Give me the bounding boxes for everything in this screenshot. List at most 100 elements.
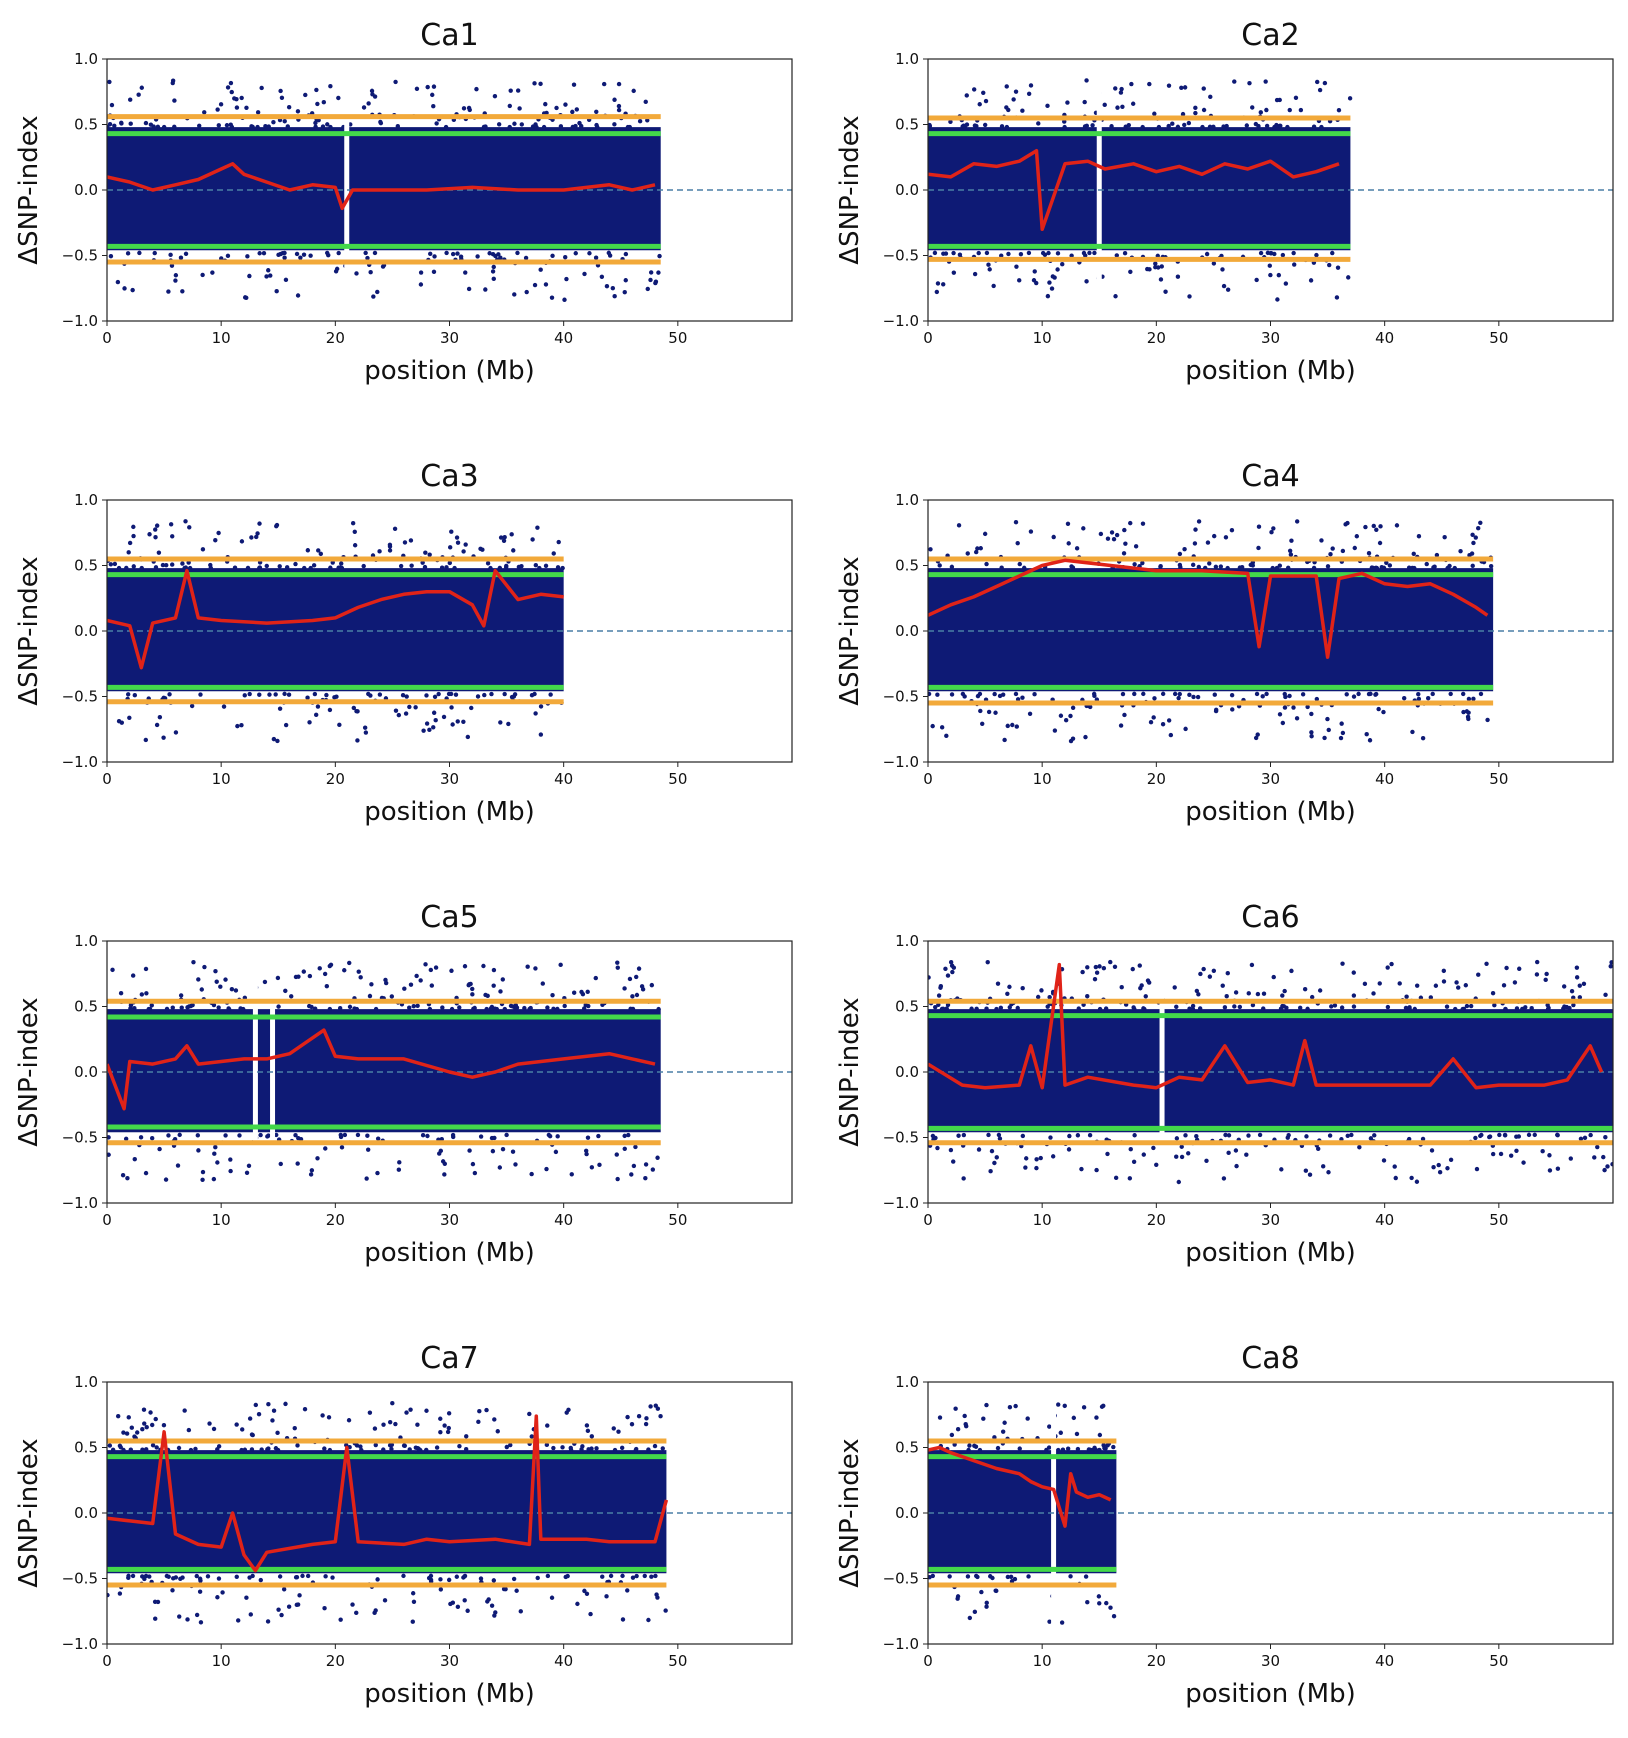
plot-area: [928, 59, 1613, 321]
snp-point: [1303, 1168, 1309, 1173]
snp-point: [1271, 526, 1276, 531]
snp-point: [443, 124, 449, 130]
snp-point: [173, 730, 179, 735]
snp-point: [153, 1416, 158, 1422]
snp-point: [346, 1418, 352, 1423]
snp-point: [450, 722, 455, 727]
snp-point: [1609, 960, 1613, 965]
snp-point: [1460, 1006, 1465, 1012]
snp-point: [560, 1445, 565, 1450]
y-tick-label: 1.0: [74, 1373, 98, 1391]
snp-point: [276, 1607, 281, 1612]
snp-point: [1004, 84, 1009, 89]
snp-point: [1094, 1415, 1099, 1420]
snp-point: [928, 691, 932, 697]
snp-point: [170, 534, 175, 539]
x-axis-label: position (Mb): [1185, 1238, 1355, 1268]
snp-point: [1156, 265, 1161, 270]
snp-point: [1127, 1176, 1133, 1181]
snp-point: [447, 545, 453, 550]
snp-point: [1610, 1162, 1613, 1167]
snp-point: [1101, 1403, 1106, 1409]
snp-point: [283, 988, 288, 994]
snp-point: [188, 1447, 194, 1453]
snp-point: [1179, 1154, 1185, 1160]
snp-point: [293, 1132, 298, 1138]
snp-point: [589, 1165, 595, 1170]
snp-point: [1070, 705, 1076, 710]
snp-point: [933, 1135, 938, 1141]
snp-point: [339, 1145, 345, 1150]
snp-point: [375, 1577, 380, 1582]
x-tick-label: 40: [554, 329, 573, 347]
snp-point: [571, 82, 577, 87]
snp-point: [317, 966, 322, 971]
snp-point: [1244, 123, 1250, 128]
snp-point: [610, 285, 616, 291]
snp-point: [266, 124, 271, 129]
snp-point: [1277, 712, 1283, 717]
snp-point: [266, 1446, 271, 1451]
snp-point: [1270, 565, 1275, 571]
snp-point: [1008, 1574, 1014, 1579]
snp-point: [257, 251, 262, 256]
snp-point: [200, 1169, 206, 1175]
x-tick-label: 50: [1489, 1652, 1508, 1670]
snp-point: [347, 1004, 353, 1010]
snp-point: [1377, 981, 1382, 986]
snp-point: [1478, 520, 1483, 526]
snp-point: [324, 692, 329, 698]
snp-point: [368, 270, 373, 275]
snp-point: [476, 1419, 481, 1425]
snp-point: [1490, 1151, 1496, 1157]
snp-point: [999, 253, 1004, 258]
snp-point: [1512, 980, 1518, 985]
snp-point: [512, 292, 517, 297]
snp-point: [458, 254, 464, 259]
snp-point: [966, 1447, 971, 1453]
snp-point: [525, 964, 530, 969]
snp-point: [530, 537, 535, 542]
snp-point: [1108, 1605, 1113, 1610]
snp-point: [229, 89, 234, 95]
snp-point: [1220, 983, 1225, 988]
snp-point: [491, 276, 496, 282]
y-tick-label: −0.5: [62, 688, 98, 706]
snp-point-cloud: [107, 1450, 667, 1574]
snp-point: [178, 993, 184, 998]
snp-point: [490, 1148, 496, 1154]
snp-point: [462, 1574, 467, 1579]
snp-point: [365, 1133, 370, 1138]
snp-point: [433, 718, 438, 723]
snp-point: [1112, 964, 1118, 969]
snp-point: [1434, 552, 1440, 558]
snp-point: [295, 293, 301, 298]
snp-point: [1140, 521, 1146, 526]
snp-point: [413, 705, 418, 710]
snp-point: [438, 1416, 443, 1421]
snp-point: [1006, 251, 1011, 257]
snp-point: [1285, 1135, 1290, 1140]
snp-point: [279, 95, 285, 101]
snp-point: [484, 1006, 489, 1012]
snp-point: [129, 1425, 135, 1430]
snp-point: [622, 1146, 627, 1151]
snp-point: [945, 973, 951, 978]
panel-title: Ca7: [420, 1341, 478, 1376]
snp-point: [438, 1577, 443, 1582]
snp-point: [369, 982, 374, 987]
snp-point: [560, 565, 565, 571]
snp-point: [263, 124, 268, 129]
snp-point: [1182, 122, 1187, 128]
snp-point: [314, 87, 319, 93]
snp-point: [949, 564, 955, 570]
snp-point: [400, 693, 406, 698]
snp-point: [239, 722, 244, 728]
snp-point: [1274, 122, 1279, 128]
snp-point: [1182, 546, 1187, 552]
snp-point: [211, 1426, 217, 1432]
snp-point: [978, 708, 983, 714]
snp-point: [1147, 81, 1152, 87]
snp-point: [301, 969, 306, 974]
